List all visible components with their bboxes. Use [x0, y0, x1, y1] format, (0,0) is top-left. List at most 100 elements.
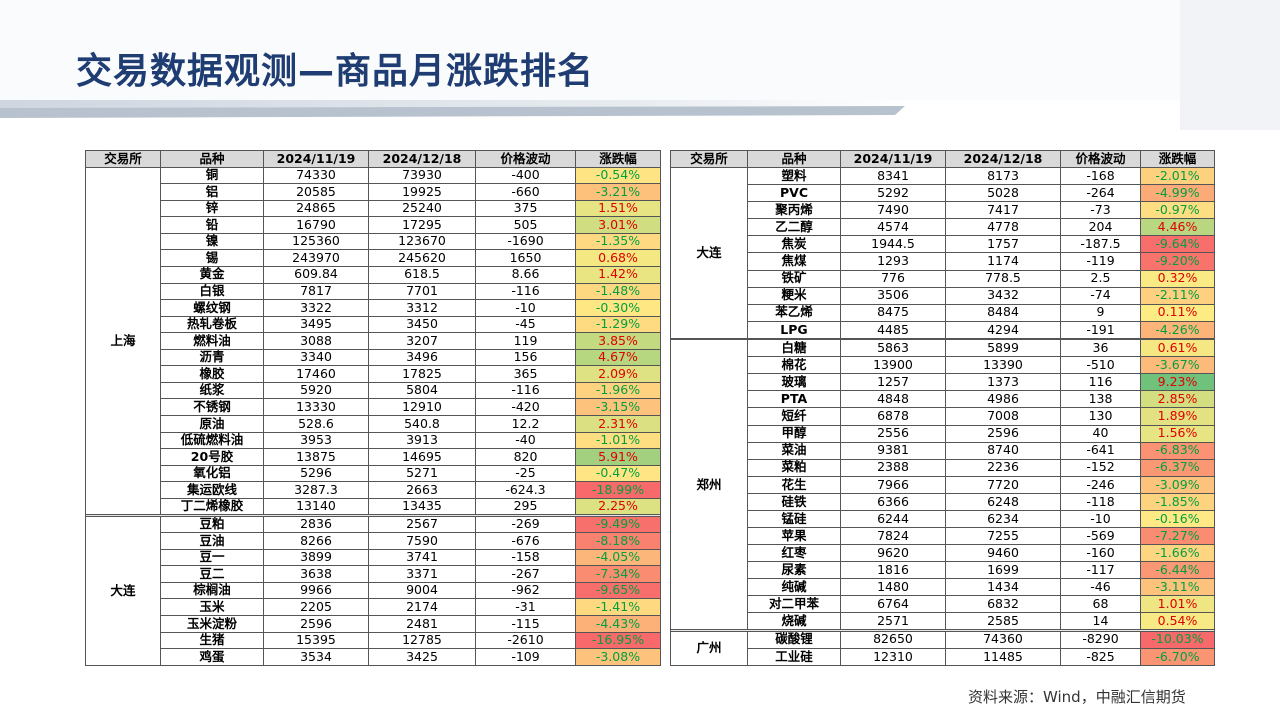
- price-cell: 4986: [945, 390, 1061, 409]
- pct-cell: 2.25%: [575, 497, 661, 516]
- name-cell: 菜油: [747, 441, 841, 460]
- price-cell: 3312: [368, 299, 476, 317]
- price-cell: 14695: [368, 448, 476, 466]
- name-cell: 尿素: [747, 561, 841, 580]
- header-row: 交易所 品种 2024/11/19 2024/12/18 价格波动 涨跌幅: [670, 149, 1215, 169]
- price-cell: 82650: [840, 630, 946, 649]
- pct-cell: -7.27%: [1140, 526, 1215, 546]
- change-cell: 130: [1060, 407, 1141, 426]
- name-cell: 对二甲苯: [747, 595, 841, 614]
- price-cell: 8475: [840, 303, 946, 322]
- data-row: 鸡蛋 3534 3425 -109 -3.08%: [86, 648, 661, 666]
- price-cell: 1373: [945, 373, 1061, 392]
- name-cell: 集运欧线: [160, 481, 264, 499]
- change-cell: -825: [1060, 647, 1141, 667]
- price-cell: 74330: [263, 166, 369, 185]
- data-row: 锰硅 6244 6234 -10 -0.16%: [671, 509, 1215, 528]
- change-cell: -962: [475, 581, 576, 600]
- price-cell: 7417: [945, 201, 1061, 220]
- name-cell: 白糖: [747, 339, 841, 358]
- data-row: 集运欧线 3287.3 2663 -624.3 -18.99%: [86, 481, 661, 499]
- separator-row: [670, 629, 1215, 632]
- pct-cell: 1.51%: [575, 199, 661, 218]
- pct-cell: -3.15%: [575, 398, 661, 416]
- data-row: 甲醇 2556 2596 40 1.56%: [671, 424, 1215, 443]
- price-cell: 6832: [945, 595, 1061, 614]
- name-cell: 锌: [160, 199, 264, 218]
- price-cell: 7966: [840, 475, 946, 494]
- price-cell: 4778: [945, 218, 1061, 237]
- pct-cell: -16.95%: [575, 631, 661, 650]
- change-cell: -269: [475, 515, 576, 534]
- price-cell: 20585: [263, 183, 369, 201]
- name-cell: 红枣: [747, 544, 841, 563]
- price-cell: 3638: [263, 565, 369, 583]
- price-cell: 125360: [263, 232, 369, 251]
- data-row: 花生 7966 7720 -246 -3.09%: [671, 475, 1215, 494]
- price-cell: 2663: [368, 481, 476, 499]
- data-row: 工业硅 12310 11485 -825 -6.70%: [671, 647, 1215, 667]
- name-cell: 20号胶: [160, 448, 264, 466]
- price-cell: 1174: [945, 252, 1061, 271]
- data-row: 20号胶 13875 14695 820 5.91%: [86, 448, 661, 466]
- data-row: 菜粕 2388 2236 -152 -6.37%: [671, 458, 1215, 477]
- data-row: 橡胶 17460 17825 365 2.09%: [86, 365, 661, 383]
- name-cell: 生猪: [160, 631, 264, 650]
- name-cell: PVC: [747, 184, 841, 203]
- data-row: PTA 4848 4986 138 2.85%: [671, 390, 1215, 409]
- price-cell: 618.5: [368, 265, 476, 284]
- name-cell: 焦炭: [747, 235, 841, 254]
- change-cell: -191: [1060, 320, 1141, 339]
- name-cell: 苯乙烯: [747, 303, 841, 322]
- separator-cell: [670, 629, 1215, 632]
- header-cell: 2024/11/19: [263, 150, 369, 168]
- pct-cell: -4.99%: [1140, 184, 1215, 203]
- pct-cell: -9.64%: [1140, 235, 1215, 254]
- name-cell: 低硫燃料油: [160, 431, 264, 450]
- change-cell: 9: [1060, 303, 1141, 322]
- data-row: 螺纹钢 3322 3312 -10 -0.30%: [86, 299, 661, 317]
- price-cell: 2571: [840, 612, 946, 631]
- header-cell: 品种: [747, 149, 841, 169]
- data-row: 玻璃 1257 1373 116 9.23%: [671, 373, 1215, 392]
- price-cell: 123670: [368, 232, 476, 251]
- name-cell: 黄金: [160, 265, 264, 284]
- price-cell: 609.84: [263, 265, 369, 284]
- change-cell: -31: [475, 598, 576, 616]
- pct-cell: -18.99%: [575, 481, 661, 499]
- price-cell: 9460: [945, 544, 1061, 563]
- name-cell: 鸡蛋: [160, 648, 264, 666]
- price-cell: 3741: [368, 548, 476, 567]
- price-cell: 13435: [368, 497, 476, 516]
- data-row: 郑州 白糖 5863 5899 36 0.61%: [670, 339, 1215, 631]
- change-cell: 156: [475, 348, 576, 367]
- data-row: 苯乙烯 8475 8484 9 0.11%: [671, 303, 1215, 322]
- price-cell: 9620: [840, 544, 946, 563]
- pct-cell: -2.01%: [1140, 167, 1215, 186]
- change-cell: -10: [475, 299, 576, 317]
- price-cell: 13875: [263, 448, 369, 466]
- pct-cell: -2.11%: [1140, 286, 1215, 305]
- pct-cell: -0.16%: [1140, 509, 1215, 528]
- name-cell: 玉米: [160, 598, 264, 616]
- exchange-cell: 郑州: [670, 339, 748, 631]
- data-row: 纯碱 1480 1434 -46 -3.11%: [671, 578, 1215, 597]
- pct-cell: 0.11%: [1140, 303, 1215, 322]
- data-row: 大连 塑料 8341 8173 -168 -2.01%: [670, 167, 1215, 339]
- change-cell: 119: [475, 332, 576, 350]
- name-cell: 棕榈油: [160, 581, 264, 600]
- pct-cell: 5.91%: [575, 448, 661, 466]
- price-cell: 3340: [263, 348, 369, 367]
- change-cell: 68: [1060, 595, 1141, 614]
- price-cell: 3450: [368, 315, 476, 334]
- price-cell: 5920: [263, 381, 369, 400]
- change-cell: 8.66: [475, 265, 576, 284]
- price-cell: 5296: [263, 464, 369, 483]
- change-cell: -400: [475, 166, 576, 185]
- name-cell: 铝: [160, 183, 264, 201]
- name-cell: 玻璃: [747, 373, 841, 392]
- change-cell: 40: [1060, 424, 1141, 443]
- price-cell: 9004: [368, 581, 476, 600]
- name-cell: 纯碱: [747, 578, 841, 597]
- price-cell: 3287.3: [263, 481, 369, 499]
